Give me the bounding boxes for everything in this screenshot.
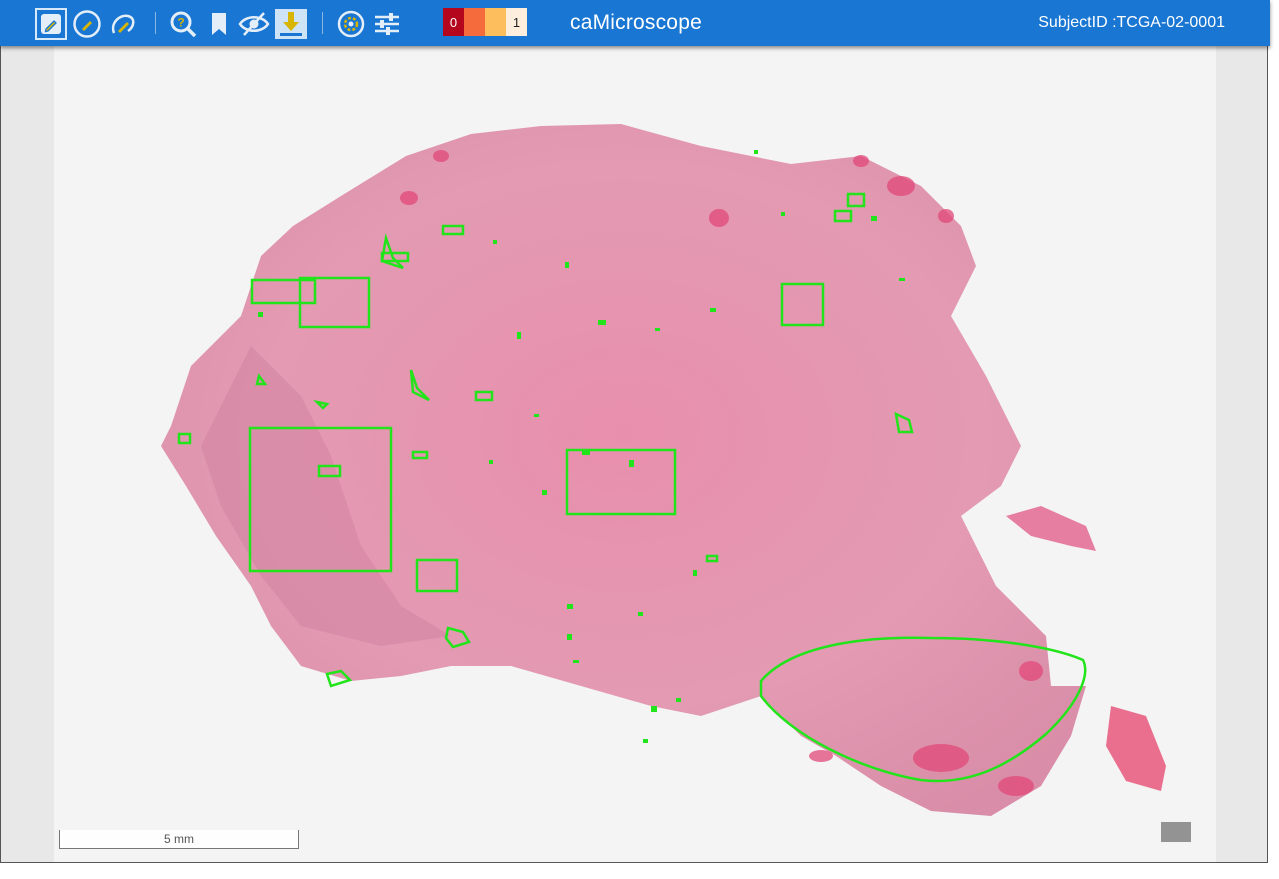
- legend-swatch: [485, 8, 506, 36]
- bookmark-icon: [212, 13, 226, 35]
- eye-off-icon: [238, 12, 270, 36]
- subject-id: SubjectID :TCGA-02-0001: [1038, 14, 1225, 31]
- download-button[interactable]: [275, 9, 307, 39]
- annotation-overlays[interactable]: [177, 150, 1087, 783]
- magnify-question-icon: ?: [170, 11, 197, 38]
- bookmark-button[interactable]: [203, 8, 235, 40]
- toolbar-divider: [322, 12, 323, 34]
- magic-wand-button[interactable]: [107, 8, 139, 40]
- wand-icon: [111, 14, 135, 34]
- visibility-button[interactable]: [238, 8, 270, 40]
- toolbar-divider: [155, 12, 156, 34]
- heatmap-button[interactable]: [335, 8, 367, 40]
- legend-max: 1: [506, 8, 527, 36]
- slide-canvas[interactable]: [1, 46, 1267, 862]
- adjust-button[interactable]: [371, 8, 403, 40]
- app-title: caMicroscope: [570, 11, 702, 34]
- help-zoom-button[interactable]: ?: [167, 8, 199, 40]
- heatmap-legend: 0 1: [443, 8, 527, 36]
- pencil-icon: [41, 14, 61, 34]
- toolbar: ? 0 1 caMicroscope SubjectID :TCGA-02-00…: [0, 0, 1270, 46]
- legend-min: 0: [443, 8, 464, 36]
- heatmap-settings-icon: [337, 10, 365, 38]
- circle-pencil-icon: [73, 10, 101, 38]
- tune-icon: [375, 13, 399, 35]
- legend-swatch: [464, 8, 485, 36]
- slide-viewer[interactable]: 5 mm: [0, 46, 1268, 863]
- svg-text:?: ?: [177, 16, 184, 30]
- draw-circle-button[interactable]: [71, 8, 103, 40]
- draw-pencil-button[interactable]: [35, 8, 67, 40]
- download-icon: [280, 12, 302, 36]
- scale-bar: 5 mm: [59, 830, 299, 849]
